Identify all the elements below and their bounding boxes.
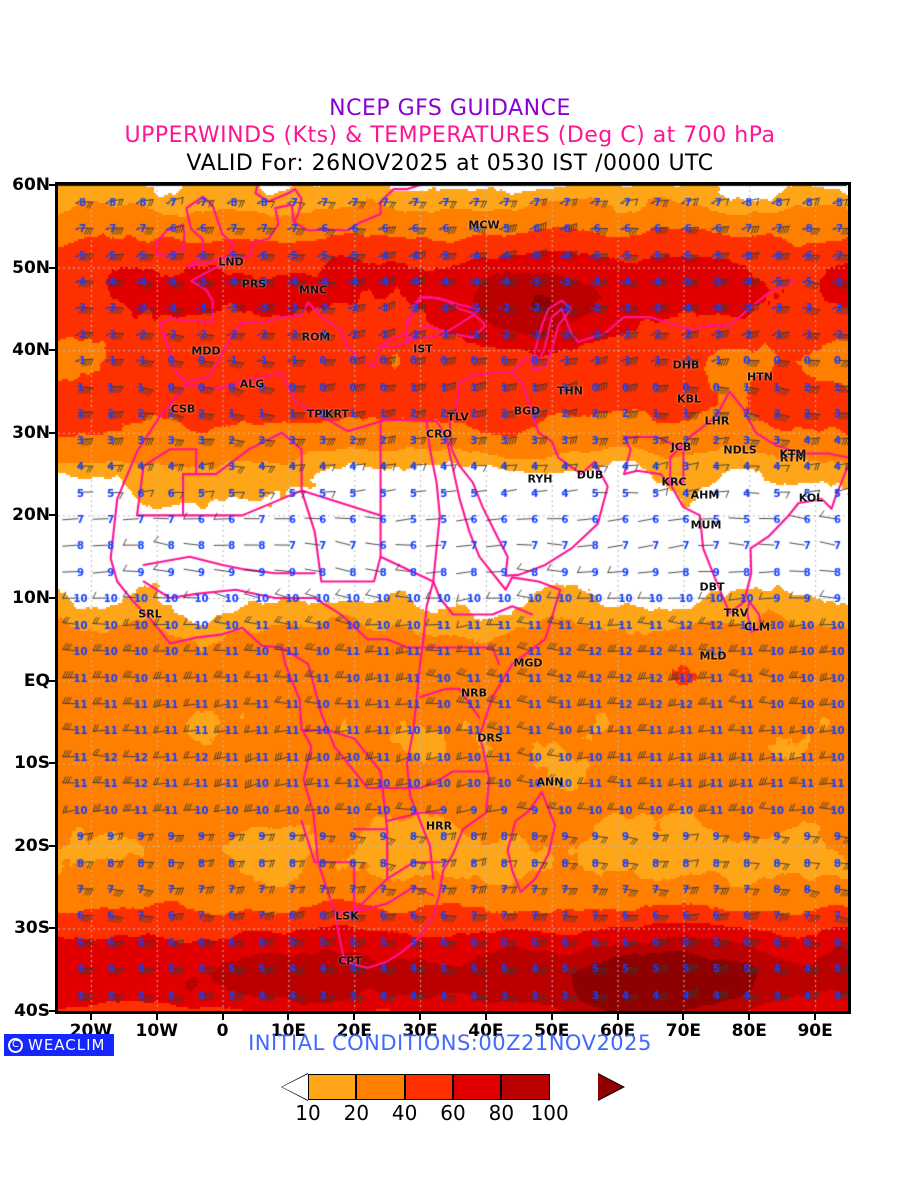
y-axis-tick-label: 20N [12,505,50,526]
city-label: KRT [324,407,350,421]
colorbar-tick-label: 40 [391,1101,418,1125]
city-label: MNC [298,283,328,297]
colorbar-tick-label: 100 [530,1101,569,1125]
y-axis-tick-label: 40S [14,1001,50,1021]
valid-time-label: VALID For: 26NOV2025 at 0530 IST /0000 U… [186,151,714,176]
city-label: AHM [690,488,720,502]
y-axis-tick-label: 10S [14,753,50,774]
city-label: MGD [513,656,543,670]
city-label: KBL [677,392,701,406]
x-axis-tick [484,1013,487,1020]
page-title: NCEP GFS GUIDANCE [329,96,571,121]
colorbar-segment [453,1074,502,1100]
city-label: ALG [239,377,265,391]
colorbar-tick-label: 20 [343,1101,370,1125]
y-axis-tick-label: 40N [12,340,50,361]
city-label: SRL [138,607,162,621]
city-label: CPT [338,954,362,968]
city-label: LSK [335,909,359,923]
city-label: NRB [460,686,488,700]
colorbar-tick-label: 60 [440,1101,466,1125]
city-label: KOL [798,491,824,505]
city-label: DUB [576,468,604,482]
y-axis-tick-label: 10N [12,588,50,608]
city-label: CSB [170,402,196,416]
y-axis-tick-label: 60N [12,175,50,195]
weather-map-canvas [58,185,848,1011]
city-label: ROM [301,330,331,344]
city-label: LHR [704,414,730,428]
city-label: BGD [513,404,541,418]
x-axis-tick [221,1013,224,1020]
city-label: ANN [536,775,564,789]
city-label: TLV [447,410,469,424]
city-label: NDLS [723,443,757,457]
colorbar-segment [356,1074,405,1100]
initial-conditions-label: INITIAL CONDITIONS:00Z21NOV2025 [248,1031,652,1055]
city-label: RTM [779,451,807,465]
city-label: DHB [672,358,700,372]
colorbar-left-arrow [282,1074,308,1100]
city-label: CLM [743,620,771,634]
colorbar-tick-label: 80 [488,1101,515,1125]
y-axis-tick-label: 30S [14,918,50,939]
logo-text: WEACLIM [28,1036,106,1054]
x-axis-tick [682,1013,685,1020]
colorbar-segment [501,1074,550,1100]
x-axis-tick [287,1013,290,1020]
x-axis-tick [814,1013,817,1020]
y-axis-tick-label: 50N [12,257,50,278]
wind-speed-colorbar [281,1073,625,1101]
y-axis-tick-label: 20S [14,835,50,856]
weaclim-logo[interactable]: C WEACLIM [4,1034,114,1056]
city-label: DBT [699,580,725,594]
city-label: THN [557,384,583,398]
city-label: TRV [723,606,749,620]
x-axis-tick [89,1013,92,1020]
city-label: MCW [468,218,500,232]
copyright-circle-icon: C [8,1037,23,1053]
city-label: RYH [527,472,553,486]
city-label: KRC [661,475,687,489]
x-axis-tick [419,1013,422,1020]
city-label: MUM [690,518,722,532]
city-label: MLD [699,649,727,663]
y-axis-tick-label: EQ [23,670,50,691]
x-axis-tick [155,1013,158,1020]
city-label: KTM [779,447,807,461]
colorbar-segment [308,1074,357,1100]
x-axis-tick [616,1013,619,1020]
city-label: DRS [477,731,503,745]
x-axis-tick [353,1013,356,1020]
x-axis-tick [550,1013,553,1020]
city-label: IST [413,342,433,356]
city-label: CRO [426,427,452,441]
city-label: MDD [191,344,221,358]
city-label: LND [218,255,244,269]
colorbar-tick-label: 10 [295,1101,321,1125]
chart-subtitle: UPPERWINDS (Kts) & TEMPERATURES (Deg C) … [124,123,776,148]
city-label: HTN [747,370,773,384]
colorbar-segment [404,1074,453,1100]
colorbar-right-arrow-fill [598,1074,623,1100]
map-plot-area[interactable]: MCW LND PRS MNC ROM MDD ALG IST CSB TPL KRT TLV CRO B… [55,182,851,1014]
chart-title-block: NCEP GFS GUIDANCE UPPERWINDS (Kts) & TEM… [0,96,900,178]
city-label: PRS [241,277,267,291]
city-label: TPL [306,407,330,421]
x-axis-tick [748,1013,751,1020]
city-label: HRR [425,819,453,833]
city-label: JCB [670,440,692,454]
y-axis-tick-label: 30N [12,422,50,443]
